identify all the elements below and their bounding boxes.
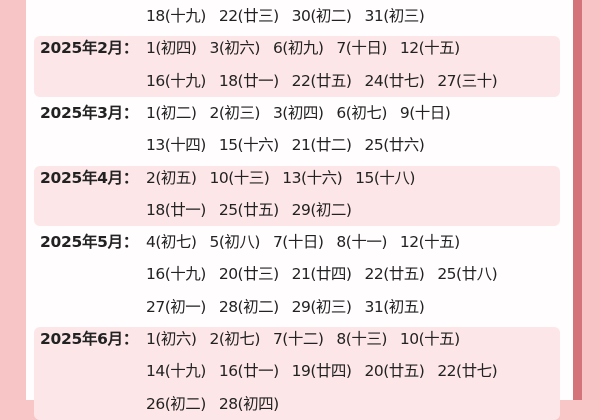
date-list: 26(初二) 28(初四) — [146, 388, 292, 420]
date-entry: 19(廿四) — [291, 362, 352, 381]
month-label: 2025年2月： — [40, 39, 139, 58]
date-entry: 21(廿二) — [291, 136, 352, 155]
date-row: 26(初二) 28(初四) — [0, 388, 600, 420]
date-entry: 22(廿五) — [291, 71, 352, 90]
date-entry: 2(初七) — [209, 330, 260, 348]
date-entry: 16(十九) — [146, 71, 206, 90]
date-entry: 6(初九) — [272, 39, 324, 58]
date-entry: 5(初八) — [209, 233, 260, 252]
date-entry: 18(廿一) — [146, 200, 206, 219]
date-entry: 20(廿五) — [364, 362, 425, 381]
date-entry: 27(初一) — [146, 297, 206, 316]
date-row: 2025年6月： 1(初六) 2(初七) 7(十二) 8(十三) 10(十五) — [0, 323, 600, 355]
date-list: 16(十九) 18(廿一) 22(廿五) 24(廿七) 27(三十) — [146, 65, 510, 97]
date-row: 2025年3月： 1(初二) 2(初三) 3(初四) 6(初七) 9(十日) — [0, 97, 600, 129]
date-entry: 15(十六) — [218, 136, 279, 155]
date-entry: 12(十五) — [399, 39, 460, 58]
date-entry: 28(初二) — [218, 297, 279, 316]
month-label: 2025年3月： — [40, 103, 139, 122]
date-entry: 25(廿八) — [437, 265, 498, 284]
date-row: 2025年4月： 2(初五) 10(十三) 13(十六) 15(十八) — [0, 162, 600, 194]
date-entry: 3(初四) — [272, 103, 324, 122]
date-entry: 21(廿四) — [291, 265, 352, 284]
date-list: 18(十九) 22(廿三) 30(初二) 31(初三) — [146, 0, 437, 32]
date-entry: 13(十六) — [282, 168, 343, 187]
date-list: 13(十四) 15(十六) 21(廿二) 25(廿六) — [146, 129, 437, 161]
date-row: 18(廿一) 25(廿五) 29(初二) — [0, 194, 600, 226]
date-entry: 4(初七) — [146, 233, 197, 252]
month-band — [34, 36, 560, 97]
date-entry: 18(十九) — [146, 7, 206, 25]
date-entry: 8(十一) — [336, 233, 387, 252]
date-entry: 25(廿六) — [364, 136, 425, 155]
right-accent-line — [573, 0, 582, 400]
date-entry: 20(廿三) — [218, 265, 279, 284]
date-entry: 29(初二) — [291, 200, 352, 219]
date-list: 27(初一) 28(初二) 29(初三) 31(初五) — [146, 291, 437, 323]
date-list: 16(十九) 20(廿三) 21(廿四) 22(廿五) 25(廿八) — [146, 258, 510, 290]
date-row: 18(十九) 22(廿三) 30(初二) 31(初三) — [0, 0, 600, 32]
date-entry: 1(初二) — [146, 103, 197, 122]
date-entry: 14(十九) — [146, 362, 206, 381]
date-entry: 27(三十) — [437, 71, 498, 90]
date-list: 1(初六) 2(初七) 7(十二) 8(十三) 10(十五) — [146, 323, 473, 355]
date-entry: 7(十日) — [272, 233, 324, 252]
date-entry: 7(十日) — [336, 39, 387, 58]
date-entry: 31(初五) — [364, 297, 425, 316]
month-label: 2025年5月： — [40, 233, 139, 252]
date-entry: 10(十五) — [399, 330, 460, 348]
date-list: 14(十九) 16(廿一) 19(廿四) 20(廿五) 22(廿七) — [146, 355, 510, 387]
date-entry: 10(十三) — [209, 168, 270, 187]
date-list: 4(初七) 5(初八) 7(十日) 8(十一) 12(十五) — [146, 226, 473, 258]
date-entry: 29(初三) — [291, 297, 352, 316]
date-entry: 9(十日) — [399, 103, 451, 122]
date-entry: 1(初四) — [146, 39, 197, 58]
month-band — [34, 165, 560, 227]
date-entry: 22(廿三) — [218, 7, 279, 25]
date-row: 13(十四) 15(十六) 21(廿二) 25(廿六) — [0, 129, 600, 161]
date-row: 2025年2月： 1(初四) 3(初六) 6(初九) 7(十日) 12(十五) — [0, 32, 600, 64]
date-entry: 1(初六) — [146, 330, 197, 348]
date-entry: 13(十四) — [146, 136, 206, 155]
date-entry: 24(廿七) — [364, 71, 425, 90]
date-row: 2025年5月： 4(初七) 5(初八) 7(十日) 8(十一) 12(十五) — [0, 226, 600, 258]
date-entry: 2(初三) — [209, 103, 260, 122]
right-border — [582, 0, 600, 400]
date-entry: 2(初五) — [146, 168, 197, 187]
date-list: 18(廿一) 25(廿五) 29(初二) — [146, 194, 364, 226]
date-entry: 18(廿一) — [218, 71, 279, 90]
date-row: 16(十九) 18(廿一) 22(廿五) 24(廿七) 27(三十) — [0, 65, 600, 97]
date-row: 27(初一) 28(初二) 29(初三) 31(初五) — [0, 291, 600, 323]
month-label: 2025年6月： — [40, 330, 139, 348]
date-entry: 12(十五) — [399, 233, 460, 252]
date-entry: 26(初二) — [146, 394, 206, 413]
date-row: 14(十九) 16(廿一) 19(廿四) 20(廿五) 22(廿七) — [0, 355, 600, 387]
date-row: 16(十九) 20(廿三) 21(廿四) 22(廿五) 25(廿八) — [0, 258, 600, 290]
left-border — [0, 0, 26, 400]
date-entry: 25(廿五) — [218, 200, 279, 219]
date-entry: 22(廿七) — [437, 362, 498, 381]
date-entry: 31(初三) — [364, 7, 425, 25]
date-entry: 16(廿一) — [218, 362, 279, 381]
date-list: 1(初四) 3(初六) 6(初九) 7(十日) 12(十五) — [146, 32, 473, 64]
date-list: 2(初五) 10(十三) 13(十六) 15(十八) — [146, 162, 428, 194]
date-list: 1(初二) 2(初三) 3(初四) 6(初七) 9(十日) — [146, 97, 463, 129]
date-entry: 8(十三) — [336, 330, 387, 348]
date-entry: 7(十二) — [272, 330, 324, 348]
date-entry: 16(十九) — [146, 265, 206, 284]
date-entry: 28(初四) — [218, 394, 279, 413]
date-entry: 15(十八) — [355, 168, 415, 187]
date-entry: 3(初六) — [209, 39, 260, 58]
date-entry: 22(廿五) — [364, 265, 425, 284]
date-entry: 30(初二) — [291, 7, 352, 25]
date-entry: 6(初七) — [336, 103, 387, 122]
month-label: 2025年4月： — [40, 168, 139, 187]
